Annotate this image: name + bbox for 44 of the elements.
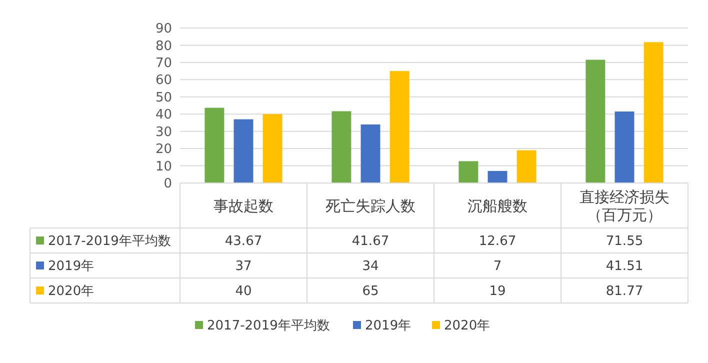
- data-label: 34: [362, 259, 379, 274]
- bar: [332, 111, 352, 183]
- data-label: 40: [235, 284, 252, 300]
- bar: [586, 60, 606, 183]
- data-label: 41.67: [352, 234, 390, 250]
- text: 2017-2019年平均数: [207, 318, 330, 334]
- x-tick-label: 死亡失踪人数: [326, 196, 416, 215]
- bar: [516, 150, 536, 183]
- bar: [262, 114, 282, 183]
- y-tick-label: 50: [155, 90, 172, 106]
- x-tick-label: 事故起数: [214, 196, 274, 215]
- y-tick-label: 20: [155, 142, 172, 158]
- x-tick-label: 直接经济损失（百万元）: [580, 188, 670, 224]
- data-label: 65: [362, 284, 379, 300]
- data-label: 37: [235, 259, 252, 274]
- y-tick-label: 90: [155, 22, 172, 37]
- y-tick-label: 60: [155, 73, 172, 88]
- data-label: 7: [493, 259, 502, 274]
- bar: [360, 124, 380, 183]
- text: 2020年: [48, 284, 94, 300]
- data-label: 81.77: [606, 284, 644, 300]
- data-label: 12.67: [478, 234, 516, 250]
- y-tick-label: 10: [155, 159, 172, 174]
- data-label: 19: [489, 284, 506, 300]
- legend-label: 2020年: [444, 318, 490, 334]
- bar: [390, 71, 410, 183]
- x-tick-label: 沉船艘数: [468, 196, 528, 215]
- text: 2019年: [48, 259, 94, 274]
- bar: [644, 42, 664, 183]
- bar: [488, 170, 508, 183]
- bar: [458, 161, 478, 183]
- bar: [234, 119, 254, 183]
- data-label: 43.67: [224, 234, 262, 250]
- y-tick-label: 70: [155, 56, 172, 71]
- y-tick-label: 0: [164, 176, 172, 192]
- y-tick-label: 40: [155, 108, 172, 123]
- bar: [204, 108, 224, 183]
- data-label: 41.51: [606, 259, 644, 274]
- y-tick-label: 80: [155, 38, 172, 54]
- legend-label: 2017-2019年平均数: [48, 234, 171, 250]
- legend-label: 2019年: [365, 318, 412, 334]
- y-tick-label: 30: [155, 124, 172, 140]
- data-label: 71.55: [606, 234, 644, 250]
- bar: [614, 112, 634, 183]
